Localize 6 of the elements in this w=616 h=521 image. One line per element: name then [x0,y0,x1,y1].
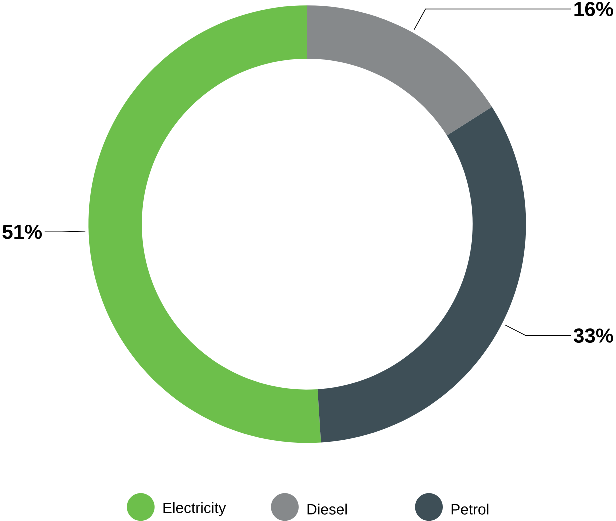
data-label: 16% [574,2,614,16]
data-label: 33% [574,328,614,343]
legend-label: Electricity [164,502,226,516]
data-label: 51% [2,224,42,240]
legend-label: Petrol [452,504,489,515]
legend-label: Diesel [308,504,347,515]
